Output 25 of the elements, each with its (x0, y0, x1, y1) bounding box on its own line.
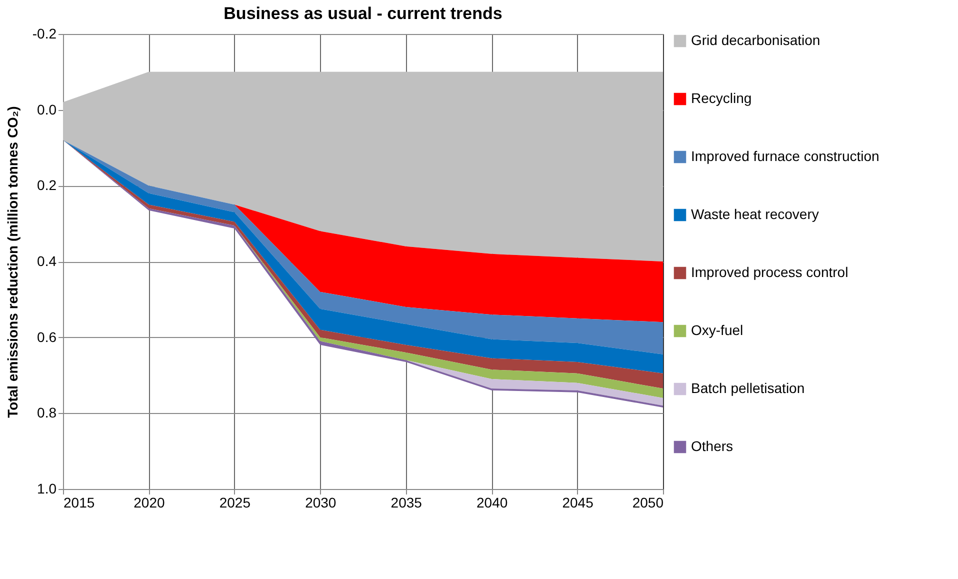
legend-label: Grid decarbonisation (691, 32, 820, 48)
legend-label: Recycling (691, 90, 752, 106)
x-tick-label: 2035 (390, 494, 422, 510)
x-tick-label: 2025 (219, 494, 251, 510)
x-tick-label: 2030 (305, 494, 336, 510)
y-tick-label: 0.8 (37, 404, 57, 421)
legend-label: Improved furnace construction (691, 148, 880, 164)
legend-label: Waste heat recovery (691, 206, 819, 222)
y-tick-label: 0.4 (37, 253, 57, 269)
y-tick-label: 0.0 (37, 101, 57, 118)
y-tick-label: 1.0 (37, 480, 57, 496)
legend-label: Others (691, 438, 734, 454)
x-tick-label: 2015 (64, 494, 95, 510)
x-tick-label: 2045 (562, 494, 594, 510)
y-axis-title: Total emissions reduction (million tonnes CO₂) (4, 106, 20, 418)
chart-title: Business as usual - current trends (224, 4, 502, 23)
y-tick-label: 0.2 (37, 177, 57, 194)
y-tick-label: 0.6 (37, 328, 57, 345)
x-tick-label: 2050 (632, 494, 664, 510)
legend-label: Batch pelletisation (691, 380, 805, 396)
x-tick-label: 2040 (476, 494, 508, 510)
legend-label: Oxy-fuel (691, 322, 744, 338)
legend-label: Improved process control (691, 264, 848, 280)
y-tick-label: -0.2 (32, 26, 57, 42)
x-tick-label: 2020 (134, 494, 165, 510)
